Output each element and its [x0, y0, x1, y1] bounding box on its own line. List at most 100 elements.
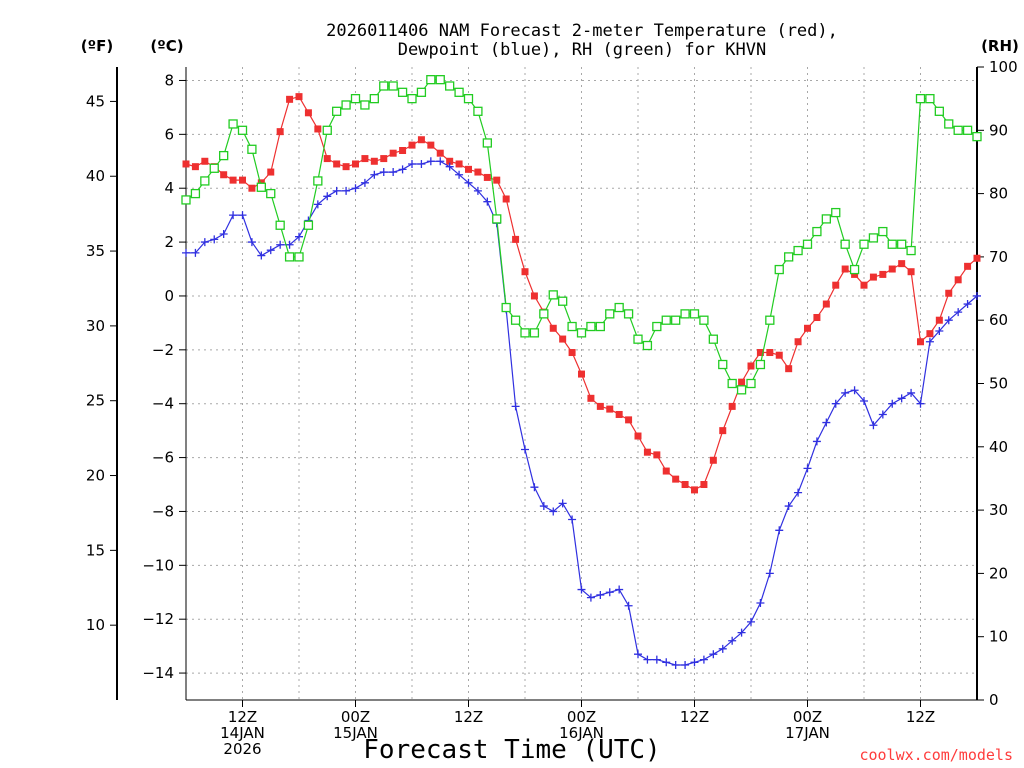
data-point — [182, 248, 190, 257]
data-point — [398, 165, 407, 174]
x-axis-label: Forecast Time (UTC) — [363, 735, 660, 765]
data-point — [699, 655, 708, 664]
celsius-tick-label: −14 — [142, 664, 174, 682]
data-point — [868, 233, 879, 243]
data-point — [633, 334, 643, 344]
data-point — [850, 386, 859, 395]
data-point — [887, 239, 897, 249]
data-point — [606, 405, 614, 413]
data-point — [860, 281, 868, 289]
data-point — [530, 292, 538, 300]
x-tick-label: 12Z — [906, 708, 935, 726]
data-point — [878, 410, 887, 419]
data-point — [408, 159, 416, 168]
data-point — [445, 162, 454, 171]
data-point — [219, 230, 228, 239]
data-point — [765, 569, 774, 578]
data-point — [577, 585, 586, 594]
data-point — [973, 291, 981, 300]
data-point — [521, 445, 529, 454]
data-point — [662, 658, 671, 667]
data-point — [624, 601, 633, 610]
data-point — [822, 300, 830, 308]
data-point — [804, 324, 811, 332]
data-point — [774, 264, 784, 275]
data-point — [803, 464, 812, 473]
x-tick-label: 12Z — [680, 708, 709, 726]
data-point — [200, 238, 209, 247]
data-point — [361, 155, 369, 163]
data-point — [973, 254, 981, 262]
data-point — [917, 338, 924, 346]
data-point — [671, 315, 681, 325]
data-point — [634, 432, 642, 440]
data-point — [793, 245, 803, 256]
data-point — [464, 178, 473, 187]
data-point — [388, 81, 398, 91]
fahrenheit-tick-label: 30 — [86, 317, 105, 335]
data-point — [821, 214, 831, 224]
data-point — [248, 184, 256, 192]
data-point — [699, 315, 709, 325]
data-point — [201, 157, 209, 165]
data-point — [304, 109, 312, 117]
data-point — [237, 125, 248, 135]
data-point — [473, 106, 483, 116]
data-point — [200, 176, 210, 186]
data-point — [689, 309, 700, 319]
data-point — [389, 168, 398, 177]
data-point — [691, 486, 698, 494]
data-point — [945, 289, 953, 297]
data-point — [615, 410, 623, 418]
data-point — [746, 378, 756, 389]
data-point — [549, 507, 558, 516]
data-point — [822, 418, 831, 427]
rh-tick-label: 80 — [989, 185, 1008, 203]
data-point — [576, 328, 587, 338]
x-tick-label: 00Z — [567, 708, 596, 726]
data-point — [860, 397, 868, 406]
data-point — [587, 394, 595, 402]
celsius-tick-label: −4 — [152, 395, 174, 413]
tick-labels: 86420−2−4−6−8−10−12−14454035302520151010… — [86, 58, 1018, 758]
data-point — [276, 128, 284, 136]
data-point — [681, 481, 689, 489]
series-relative-humidity — [181, 75, 982, 395]
data-point — [775, 351, 783, 359]
data-point — [454, 87, 464, 97]
data-point — [954, 308, 963, 317]
data-point — [907, 268, 915, 276]
data-point — [708, 334, 718, 344]
data-point — [229, 211, 238, 220]
data-point — [295, 93, 303, 101]
data-point — [352, 160, 359, 168]
series-dewpoint — [182, 157, 981, 669]
celsius-tick-label: 0 — [164, 287, 174, 305]
data-point — [840, 239, 850, 249]
data-point — [510, 315, 521, 325]
rh-tick-label: 0 — [989, 691, 999, 709]
rh-tick-label: 20 — [989, 564, 1008, 582]
celsius-tick-label: 2 — [164, 233, 174, 251]
celsius-tick-label: −2 — [152, 341, 174, 359]
data-point — [831, 399, 840, 408]
data-point — [314, 125, 322, 133]
data-point — [247, 238, 256, 247]
data-point — [332, 106, 342, 116]
data-point — [784, 252, 794, 262]
data-point — [615, 585, 624, 594]
data-point — [360, 178, 369, 187]
data-point — [849, 264, 860, 275]
rh-tick-label: 60 — [989, 311, 1008, 329]
data-point — [653, 451, 661, 459]
data-point — [465, 165, 472, 173]
data-point — [888, 399, 897, 408]
data-point — [915, 94, 926, 104]
celsius-tick-label: −12 — [142, 610, 174, 628]
data-point — [728, 402, 736, 410]
data-point — [482, 138, 492, 148]
data-point — [435, 75, 445, 85]
data-point — [595, 321, 605, 332]
fahrenheit-tick-label: 10 — [86, 616, 105, 634]
data-point — [473, 186, 482, 195]
